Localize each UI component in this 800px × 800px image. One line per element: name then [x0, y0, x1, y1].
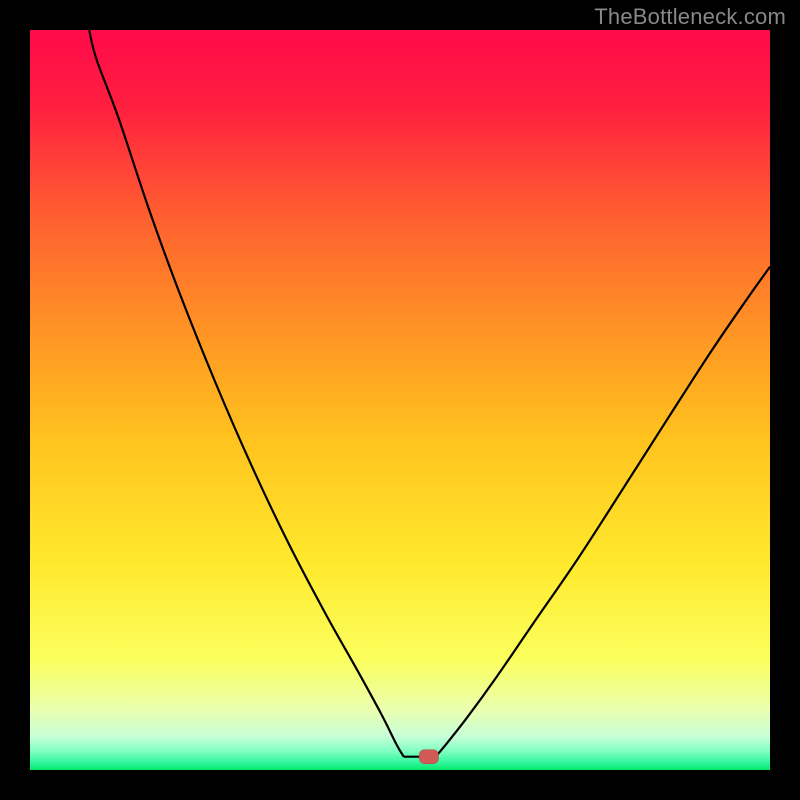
bottleneck-curve-chart — [30, 30, 770, 770]
watermark-text: TheBottleneck.com — [594, 4, 786, 30]
chart-area — [30, 30, 770, 770]
gradient-background — [30, 30, 770, 770]
optimal-point-marker — [419, 750, 438, 764]
